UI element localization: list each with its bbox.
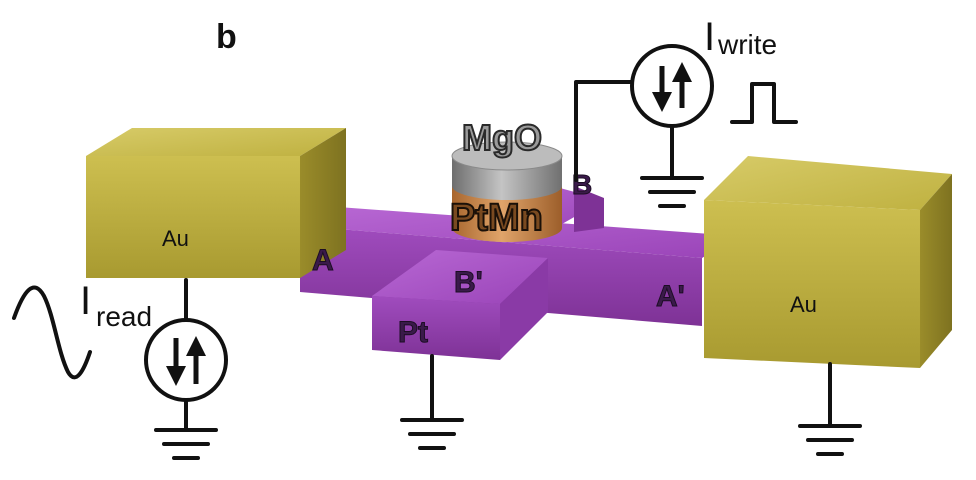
mgo-top [451, 141, 563, 171]
write-current-label: I [704, 15, 715, 59]
write-source-circle [630, 44, 714, 128]
au-left-label: Au [162, 226, 189, 251]
pillar: MgO PtMn [449, 116, 563, 242]
ground-au-right [798, 362, 862, 456]
arm-label-a: A [312, 244, 334, 277]
arm-label-a-prime: A' [656, 280, 685, 313]
au-right-side [920, 174, 952, 368]
au-right-label: Au [790, 292, 817, 317]
write-current-subscript: write [717, 29, 777, 60]
read-source-circle [144, 318, 228, 402]
pt-back-arm-side [574, 186, 604, 232]
ground-symbol-write [640, 176, 704, 208]
pt-front-arm-side [500, 258, 548, 360]
read-current-label: I [80, 279, 91, 323]
au-right-front [704, 200, 920, 368]
ground-pt [400, 354, 464, 450]
mgo-label: MgO [462, 117, 542, 158]
au-left-front [86, 156, 300, 278]
au-left-top [86, 128, 346, 156]
pt-label: Pt [398, 316, 428, 349]
ptmn-layer [452, 186, 562, 242]
pt-front-arm-top [372, 250, 548, 304]
au-left-side [300, 128, 346, 278]
ground-symbol-read [154, 428, 218, 460]
au-pad-right: Au [704, 156, 952, 368]
ptmn-label: PtMn [450, 197, 543, 239]
arm-label-b-prime: B' [454, 266, 483, 299]
pt-front-arm-front [372, 296, 500, 360]
au-pad-left: Au [86, 128, 346, 278]
sine-wave-icon [12, 285, 92, 380]
panel-label: b [216, 18, 237, 56]
write-current-source: I write [574, 15, 798, 208]
read-current-subscript: read [96, 301, 152, 332]
pulse-wave-icon [730, 82, 798, 124]
au-right-top [704, 156, 952, 210]
read-current-source: I read [12, 278, 228, 460]
